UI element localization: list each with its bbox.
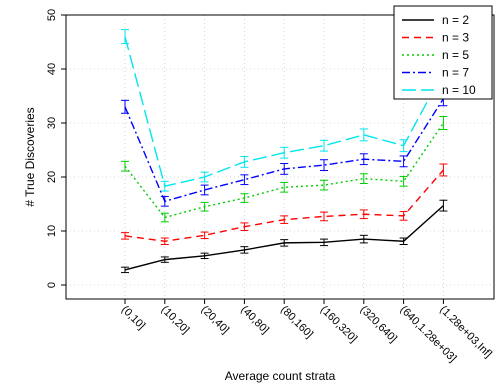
error-bar <box>200 171 209 183</box>
legend-item: n = 5 <box>402 48 469 62</box>
error-bar <box>240 222 249 231</box>
error-bar <box>399 237 408 245</box>
y-tick-label: 20 <box>46 171 58 183</box>
error-bar <box>240 155 249 168</box>
y-tick-label: 30 <box>46 117 58 129</box>
error-bar <box>359 128 368 142</box>
y-axis: 0 10 20 30 40 50 <box>46 9 66 288</box>
error-bar <box>399 155 408 168</box>
x-tick-label: (320,640] <box>358 304 399 345</box>
error-bar <box>320 179 328 191</box>
error-bar <box>399 139 408 153</box>
error-bar <box>280 215 289 224</box>
error-bar <box>439 199 448 212</box>
error-bar <box>160 256 169 263</box>
legend: n = 2 n = 3 n = 5 n = 7 n = 10 <box>393 5 493 100</box>
error-bar <box>399 211 408 221</box>
series-group <box>121 29 448 274</box>
legend-item: n = 3 <box>402 31 469 45</box>
error-bar <box>280 163 289 175</box>
error-bar <box>240 174 249 186</box>
error-bar <box>320 211 328 222</box>
error-bar <box>280 146 289 159</box>
error-bar <box>200 231 209 240</box>
error-bar <box>121 266 129 274</box>
error-bar <box>320 238 328 247</box>
error-bar <box>359 153 368 166</box>
series-2 <box>121 163 448 245</box>
legend-box <box>393 5 493 100</box>
legend-item: n = 7 <box>402 66 469 80</box>
x-tick-label: (40,80] <box>238 304 271 337</box>
legend-label: n = 7 <box>442 66 469 80</box>
legend-item: n = 10 <box>402 83 476 97</box>
x-axis: (0,10] (10,20] (20,40] (40,80] (80,160] (160,… <box>119 299 494 365</box>
error-bar <box>280 181 289 193</box>
error-bar <box>121 232 129 240</box>
error-bar <box>280 239 289 247</box>
series-4 <box>121 91 448 207</box>
x-tick-label: (10,20] <box>159 304 192 337</box>
y-tick-label: 50 <box>46 9 58 21</box>
y-tick-label: 0 <box>46 282 58 288</box>
error-bar <box>240 193 249 203</box>
error-bar <box>240 246 249 254</box>
y-axis-title: # True Discoveries <box>23 107 37 206</box>
error-bar <box>160 237 169 245</box>
error-bar <box>359 209 368 220</box>
y-tick-label: 10 <box>46 225 58 237</box>
error-bar <box>121 160 129 172</box>
series-3 <box>121 116 448 223</box>
error-bar <box>439 163 448 177</box>
error-bar <box>160 212 169 223</box>
error-bar <box>200 201 209 212</box>
legend-label: n = 10 <box>442 83 476 97</box>
x-tick-label: (80,160] <box>278 304 315 341</box>
error-bar <box>439 116 448 130</box>
error-bar <box>320 139 328 152</box>
x-tick-label: (20,40] <box>198 304 231 337</box>
error-bar <box>160 180 169 192</box>
plot-border <box>65 14 495 300</box>
error-bar <box>320 159 328 172</box>
series-1 <box>121 199 448 274</box>
legend-item: n = 2 <box>402 13 469 27</box>
error-bar <box>200 252 209 260</box>
error-bar <box>160 195 169 207</box>
y-tick-label: 40 <box>46 63 58 75</box>
x-tick-label: (160,320] <box>318 304 359 345</box>
legend-label: n = 2 <box>442 13 469 27</box>
error-bar <box>359 234 368 244</box>
error-bar <box>121 29 129 45</box>
x-tick-label: (0,10] <box>119 304 147 332</box>
error-bar <box>121 99 129 114</box>
error-bar <box>359 173 368 184</box>
x-axis-title: Average count strata <box>225 369 336 383</box>
error-bar <box>200 184 209 196</box>
legend-label: n = 3 <box>442 31 469 45</box>
error-bar <box>399 175 408 187</box>
legend-label: n = 5 <box>442 48 469 62</box>
